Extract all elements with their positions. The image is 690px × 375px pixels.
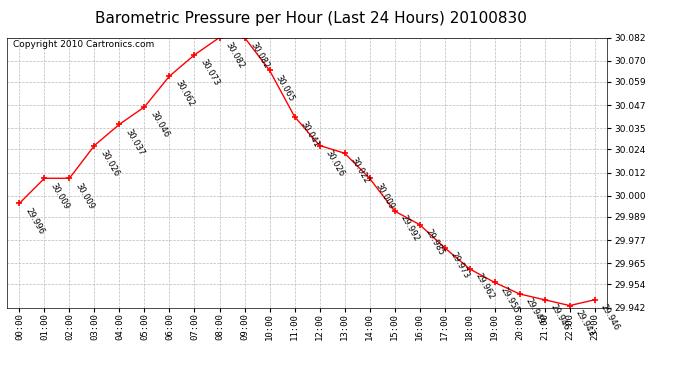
Text: Barometric Pressure per Hour (Last 24 Hours) 20100830: Barometric Pressure per Hour (Last 24 Ho… xyxy=(95,11,526,26)
Text: 29.943: 29.943 xyxy=(574,308,596,338)
Text: 29.996: 29.996 xyxy=(23,206,46,236)
Text: 30.009: 30.009 xyxy=(48,181,71,211)
Text: 30.022: 30.022 xyxy=(348,156,371,186)
Text: 30.037: 30.037 xyxy=(124,127,146,157)
Text: 30.009: 30.009 xyxy=(374,181,396,211)
Text: 30.082: 30.082 xyxy=(224,40,246,70)
Text: Copyright 2010 Cartronics.com: Copyright 2010 Cartronics.com xyxy=(13,40,154,49)
Text: 30.073: 30.073 xyxy=(199,58,221,87)
Text: 30.046: 30.046 xyxy=(148,110,171,140)
Text: 30.065: 30.065 xyxy=(274,73,296,103)
Text: 29.992: 29.992 xyxy=(399,214,421,243)
Text: 29.955: 29.955 xyxy=(499,285,521,315)
Text: 30.082: 30.082 xyxy=(248,40,271,70)
Text: 29.946: 29.946 xyxy=(549,303,571,332)
Text: 30.062: 30.062 xyxy=(174,79,196,109)
Text: 30.026: 30.026 xyxy=(99,148,121,178)
Text: 30.009: 30.009 xyxy=(74,181,96,211)
Text: 29.962: 29.962 xyxy=(474,272,496,302)
Text: 29.985: 29.985 xyxy=(424,227,446,257)
Text: 29.949: 29.949 xyxy=(524,297,546,326)
Text: 29.946: 29.946 xyxy=(599,303,621,332)
Text: 30.041: 30.041 xyxy=(299,119,321,149)
Text: 30.026: 30.026 xyxy=(324,148,346,178)
Text: 29.973: 29.973 xyxy=(448,251,471,280)
